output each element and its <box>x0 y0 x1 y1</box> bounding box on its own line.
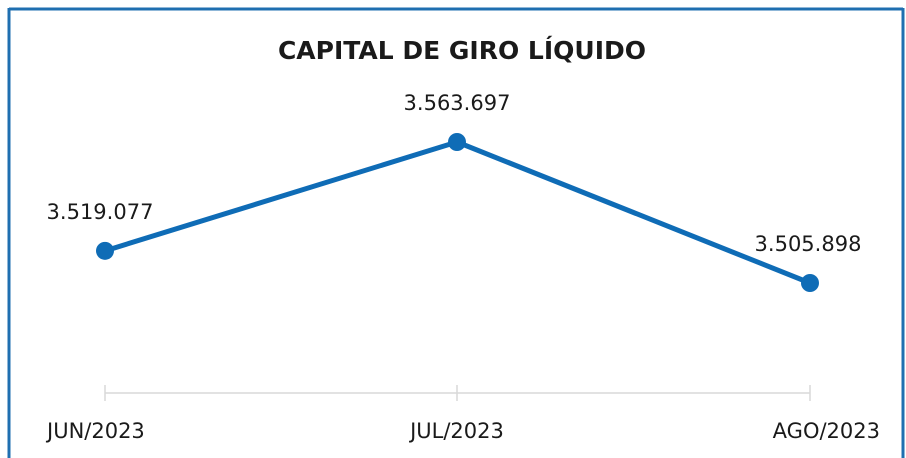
chart-title: CAPITAL DE GIRO LÍQUIDO <box>278 36 646 65</box>
x-tick-label: JUL/2023 <box>408 419 504 443</box>
data-label: 3.519.077 <box>47 200 154 224</box>
data-point <box>96 241 114 260</box>
data-point <box>801 274 819 292</box>
x-tick-label: JUN/2023 <box>45 419 145 443</box>
data-label: 3.563.697 <box>404 91 511 115</box>
x-tick-label: AGO/2023 <box>773 419 880 443</box>
data-point <box>448 133 466 151</box>
data-label: 3.505.898 <box>755 232 862 256</box>
series-line <box>104 139 811 286</box>
